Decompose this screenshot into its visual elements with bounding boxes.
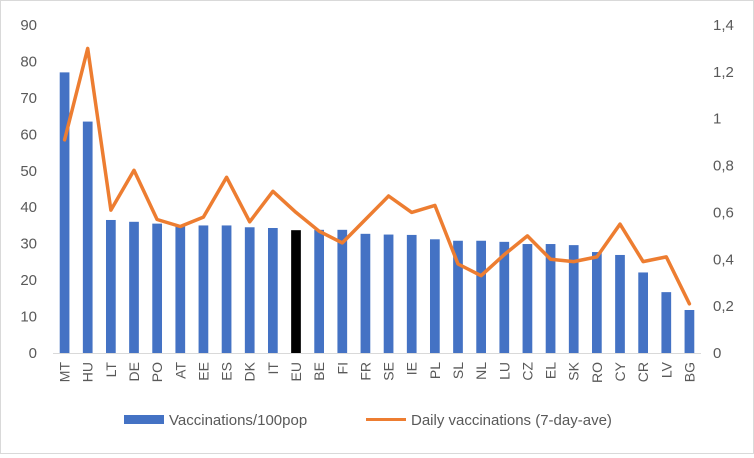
bar-at <box>175 225 185 353</box>
bar-eu <box>291 230 301 353</box>
x-tick-es: ES <box>219 362 235 381</box>
right-tick-1: 1 <box>713 111 721 128</box>
legend: Vaccinations/100pop Daily vaccinations (… <box>124 412 612 429</box>
left-tick-80: 80 <box>20 53 37 70</box>
left-tick-30: 30 <box>20 236 37 253</box>
x-tick-ee: EE <box>195 362 211 381</box>
bar-ro <box>592 252 602 353</box>
x-tick-el: EL <box>543 362 559 379</box>
x-tick-bg: BG <box>681 362 697 382</box>
x-tick-fi: FI <box>334 362 350 374</box>
left-tick-40: 40 <box>20 199 37 216</box>
left-tick-60: 60 <box>20 126 37 143</box>
x-tick-at: AT <box>172 362 188 379</box>
bar-lt <box>106 220 116 353</box>
x-tick-dk: DK <box>242 361 258 381</box>
right-tick-1-2: 1,2 <box>713 64 734 81</box>
left-tick-70: 70 <box>20 90 37 107</box>
x-tick-de: DE <box>126 362 142 381</box>
x-tick-nl: NL <box>473 362 489 380</box>
bar-cr <box>638 272 648 353</box>
x-tick-se: SE <box>381 362 397 381</box>
x-tick-lu: LU <box>496 362 512 380</box>
right-tick-0-2: 0,2 <box>713 298 734 315</box>
x-tick-hu: HU <box>80 362 96 382</box>
bar-cz <box>523 244 533 353</box>
x-tick-po: PO <box>149 362 165 382</box>
bar-it <box>268 228 278 353</box>
bar-ie <box>407 235 417 353</box>
x-tick-sk: SK <box>566 361 582 380</box>
bar-po <box>152 224 162 353</box>
x-tick-cy: CY <box>612 361 628 381</box>
left-tick-20: 20 <box>20 272 37 289</box>
left-tick-50: 50 <box>20 163 37 180</box>
legend-label-line: Daily vaccinations (7-day-ave) <box>411 412 612 429</box>
x-tick-pl: PL <box>427 362 443 379</box>
left-tick-10: 10 <box>20 309 37 326</box>
bar-pl <box>430 239 440 353</box>
x-axis-tick-labels: MT HU LT DE PO AT EE ES DK IT EU BE FI FR SE IE PL SL NL LU… <box>57 361 698 383</box>
bar-mt <box>60 72 70 353</box>
legend-label-bars: Vaccinations/100pop <box>169 412 307 429</box>
bar-de <box>129 222 139 353</box>
left-axis-tick-labels: 0 10 20 30 40 50 60 70 80 90 <box>20 17 37 362</box>
bar-bg <box>685 310 695 353</box>
x-tick-cr: CR <box>635 362 651 382</box>
right-tick-0-8: 0,8 <box>713 158 734 175</box>
bar-hu <box>83 122 93 353</box>
left-tick-90: 90 <box>20 17 37 34</box>
x-tick-mt: MT <box>57 362 73 383</box>
left-tick-0: 0 <box>29 345 37 362</box>
right-tick-0: 0 <box>713 345 721 362</box>
bar-nl <box>476 241 486 353</box>
bar-cy <box>615 255 625 353</box>
right-tick-1-4: 1,4 <box>713 17 734 34</box>
x-tick-lv: LV <box>658 361 674 378</box>
x-tick-it: IT <box>265 362 281 375</box>
x-tick-be: BE <box>311 362 327 381</box>
right-axis-tick-labels: 0 0,2 0,4 0,6 0,8 1 1,2 1,4 <box>713 17 734 362</box>
legend-swatch-bars <box>124 415 164 424</box>
x-tick-cz: CZ <box>519 362 535 381</box>
bar-se <box>384 235 394 353</box>
bar-dk <box>245 227 255 353</box>
bar-lv <box>661 292 671 353</box>
x-tick-fr: FR <box>357 362 373 381</box>
x-tick-ie: IE <box>404 362 420 375</box>
x-tick-eu: EU <box>288 362 304 381</box>
bar-es <box>222 225 232 353</box>
bar-fi <box>337 230 347 353</box>
x-tick-ro: RO <box>589 362 605 383</box>
bar-fr <box>361 234 371 353</box>
bar-be <box>314 230 324 353</box>
bar-ee <box>199 225 209 353</box>
right-tick-0-4: 0,4 <box>713 251 734 268</box>
right-tick-0-6: 0,6 <box>713 204 734 221</box>
x-tick-lt: LT <box>103 362 119 378</box>
x-tick-sl: SL <box>450 362 466 379</box>
